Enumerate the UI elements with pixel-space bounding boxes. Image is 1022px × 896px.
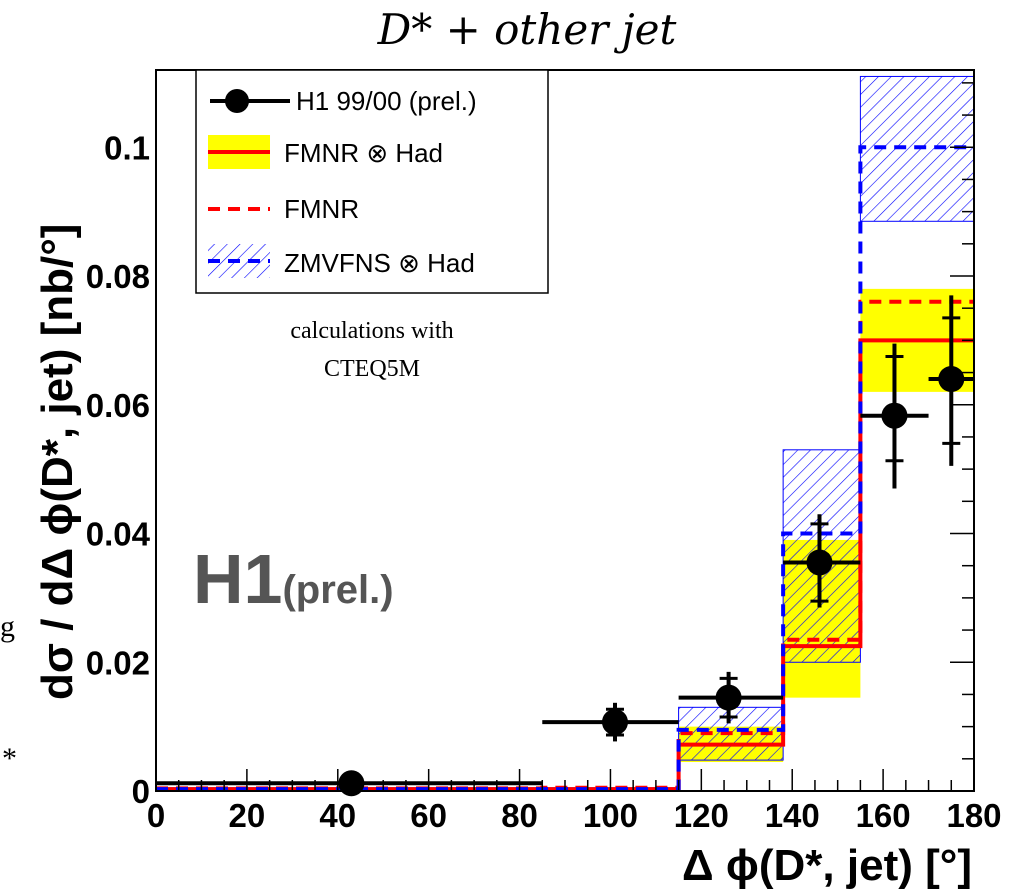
- x-axis-title: Δ ϕ(D*, jet) [°]: [682, 841, 972, 890]
- x-tick-label-40: 40: [319, 797, 356, 834]
- legend-fmnr-had-label: FMNR ⊗ Had: [284, 138, 443, 168]
- edge-fragment-star: *: [2, 742, 17, 775]
- x-tick-label-60: 60: [410, 797, 447, 834]
- data-point-layer: [156, 295, 974, 797]
- h1-point-1: [601, 709, 628, 736]
- y-tick-labels: 0 0.02 0.04 0.06 0.08 0.1: [86, 129, 151, 810]
- h1-point-4: [881, 402, 908, 429]
- y-tick-label-0.08: 0.08: [86, 258, 150, 295]
- chart-title: D* + other jet: [377, 5, 677, 54]
- calc-note-line1: calculations with: [290, 318, 453, 344]
- y-tick-label-0: 0: [132, 773, 150, 810]
- band-layer: [155, 75, 975, 791]
- legend-fmnr-label: FMNR: [284, 194, 359, 224]
- legend-h1-label: H1 99/00 (prel.): [296, 86, 477, 116]
- y-axis-title: dσ / dΔ ϕ(D*, jet) [nb/°]: [33, 224, 82, 700]
- h1-point-0: [338, 770, 365, 797]
- experiment-suffix: (prel.): [282, 568, 393, 612]
- calc-note-line2: CTEQ5M: [324, 356, 420, 382]
- y-tick-label-0.02: 0.02: [86, 644, 150, 681]
- y-tick-label-0.04: 0.04: [86, 516, 151, 553]
- x-tick-label-180: 180: [946, 797, 1001, 834]
- x-tick-label-0: 0: [147, 797, 165, 834]
- legend-h1-marker: [225, 89, 249, 113]
- x-tick-label-140: 140: [765, 797, 820, 834]
- y-tick-label-0.06: 0.06: [86, 387, 150, 424]
- x-tick-label-80: 80: [501, 797, 538, 834]
- x-tick-labels: 0 20 40 60 80 100 120 140 160 180: [147, 797, 1002, 834]
- y-tick-label-0.1: 0.1: [104, 129, 150, 166]
- x-tick-label-160: 160: [856, 797, 911, 834]
- axis-ticks: [155, 82, 975, 792]
- x-tick-label-20: 20: [229, 797, 266, 834]
- x-tick-label-120: 120: [674, 797, 729, 834]
- experiment-name: H1: [193, 540, 282, 618]
- x-tick-label-100: 100: [583, 797, 638, 834]
- h1-point-5: [938, 366, 965, 392]
- legend: H1 99/00 (prel.) FMNR ⊗ Had FMNR ZMVFNS …: [195, 69, 549, 294]
- h1-point-3: [806, 549, 833, 576]
- h1-point-2: [715, 684, 742, 711]
- experiment-label: H1(prel.): [193, 540, 394, 618]
- legend-zmvfns-label: ZMVFNS ⊗ Had: [284, 248, 475, 278]
- edge-fragment-g: g: [0, 610, 15, 643]
